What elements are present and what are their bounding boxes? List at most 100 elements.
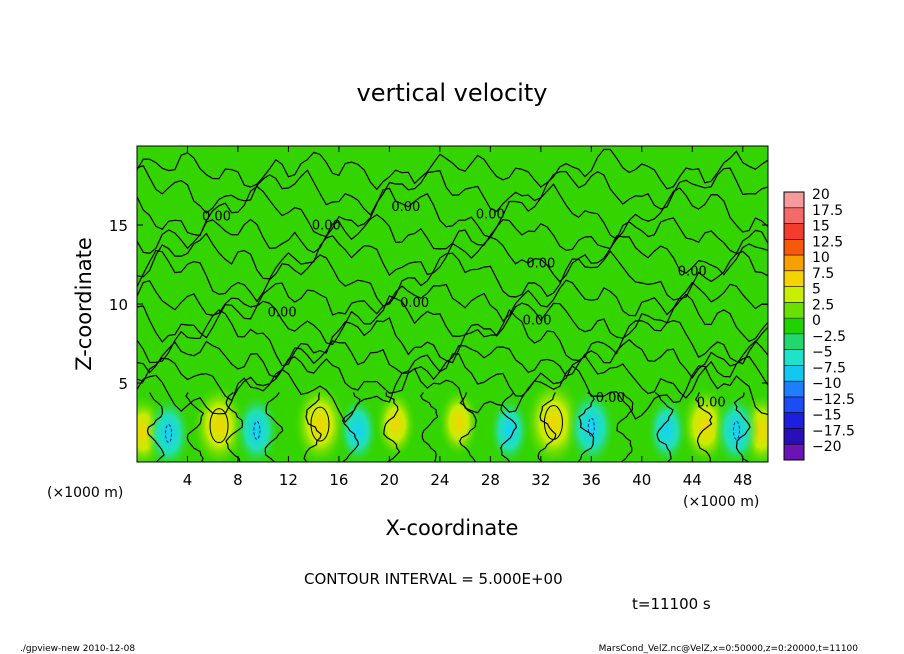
footer-right: MarsCond_VelZ.nc@VelZ,x=0:50000,z=0:2000…: [599, 644, 859, 654]
colorbar-label: 0: [812, 313, 821, 329]
x-tick-label: 36: [582, 471, 601, 489]
colorbar-cell: [784, 333, 804, 350]
colorbar-label: −2.5: [812, 329, 846, 345]
y-tick-label: 5: [118, 375, 128, 393]
x-tick-label: 32: [531, 471, 550, 489]
colorbar-cell: [784, 223, 804, 240]
updraft-contour: [310, 406, 330, 442]
zero-contour-line: [137, 148, 768, 191]
colorbar-cell: [784, 270, 804, 287]
colorbar-cell: [784, 428, 804, 445]
zero-contour-line: [137, 279, 768, 322]
zero-contour-line: [264, 392, 284, 462]
contour-label: 0.00: [400, 296, 429, 311]
colorbar-cell: [784, 286, 804, 303]
plot-area: 0.00 0.00 0.00 0.00 0.00 0.00 0.00 0.00 0.00 0.00…: [137, 146, 768, 462]
contour-label: 0.00: [202, 209, 231, 224]
colorbar-cell: [784, 381, 804, 397]
x-axis-title: X-coordinate: [386, 516, 519, 540]
x-unit-right: (×1000 m): [683, 494, 759, 510]
colorbar-cell: [784, 239, 804, 256]
x-tick-label: 12: [279, 471, 298, 489]
zero-contour-line: [137, 338, 768, 379]
updraft-region: [191, 382, 247, 462]
contour-label: 0.00: [268, 306, 297, 321]
zero-contour-line: [146, 392, 165, 462]
zero-contour-line: [137, 250, 768, 307]
downdraft-contour: [732, 420, 740, 440]
zero-contour-line: [733, 392, 751, 462]
contour-label: 0.00: [596, 391, 625, 406]
x-tick-label: 16: [329, 471, 348, 489]
contour-interval-note: CONTOUR INTERVAL = 5.000E+00: [304, 570, 563, 588]
zero-contour-line: [137, 365, 768, 424]
colorbar-label: 2.5: [812, 297, 834, 313]
downdraft-region: [337, 394, 379, 462]
colorbar-cell: [784, 255, 804, 271]
zero-contour-line: [577, 392, 595, 462]
colorbar-label: 20: [812, 187, 830, 203]
updraft-region: [292, 381, 348, 462]
zero-contour-line: [137, 353, 768, 402]
contour-label: 0.00: [523, 314, 552, 329]
colorbar-label: −5: [812, 345, 833, 361]
zero-contour-line: [383, 392, 401, 462]
zero-contour-line: [616, 392, 634, 462]
x-tick-label: 40: [632, 471, 651, 489]
downdraft-contour: [587, 417, 595, 437]
downdraft-region: [488, 394, 530, 462]
contour-label: 0.00: [697, 396, 726, 411]
colorbar-cell: [784, 365, 804, 382]
zero-contour-line: [341, 392, 361, 462]
downdraft-region: [646, 394, 688, 462]
zero-contour-line: [185, 392, 205, 462]
downdraft-region: [145, 395, 192, 462]
colorbar-label: −15: [812, 408, 842, 424]
x-tick-label: 4: [183, 471, 193, 489]
chart-title: vertical velocity: [357, 79, 548, 107]
zero-contour-line: [459, 392, 477, 462]
zero-contour-line: [137, 232, 768, 283]
colorbar-label: −7.5: [812, 360, 846, 376]
x-tick-label: 20: [380, 471, 399, 489]
colorbar-cell: [784, 349, 804, 366]
zero-contour-line: [537, 392, 557, 462]
colorbar-label: 10: [812, 250, 830, 266]
colorbar-cell: [784, 318, 804, 334]
downdraft-contour: [165, 424, 173, 444]
contour-label: 0.00: [678, 265, 707, 280]
footer-left: ./gpview-new 2010-12-08: [20, 644, 135, 654]
colorbar-cell: [784, 444, 804, 460]
x-tick-label: 24: [430, 471, 449, 489]
contour-label: 0.00: [476, 208, 505, 223]
zero-contour-line: [419, 392, 439, 462]
y-tick-label: 10: [109, 296, 128, 314]
zero-contour-line: [137, 308, 768, 367]
colorbar-cell: [784, 302, 804, 319]
downdraft-region: [713, 392, 760, 462]
contour-label: 0.00: [312, 219, 341, 234]
updraft-contour: [209, 408, 229, 444]
zero-contour-line: [137, 183, 768, 240]
colorbar-cell: [784, 396, 804, 413]
zero-contour-line: [225, 392, 244, 462]
downdraft-region: [566, 386, 617, 462]
colorbar-label: 5: [812, 282, 821, 298]
colorbar-label: 12.5: [812, 234, 843, 250]
colorbar-cell: [784, 412, 804, 429]
colorbar-label: −10: [812, 376, 842, 392]
zero-contour-line: [654, 392, 674, 462]
zero-contour-line: [694, 392, 713, 462]
x-tick-label: 8: [233, 471, 243, 489]
colorbar-label: 15: [812, 219, 830, 235]
downdraft-contour: [253, 420, 261, 440]
time-label: t=11100 s: [632, 595, 711, 613]
x-tick-label: 28: [481, 471, 500, 489]
x-tick-label: 44: [683, 471, 702, 489]
x-unit-left: (×1000 m): [47, 485, 123, 501]
colorbar-cell: [784, 192, 804, 208]
colorbar: 2017.51512.5107.552.50−2.5−5−7.5−10−12.5…: [783, 187, 855, 461]
colorbar-label: 17.5: [812, 203, 843, 219]
x-tick-label: 48: [733, 471, 752, 489]
